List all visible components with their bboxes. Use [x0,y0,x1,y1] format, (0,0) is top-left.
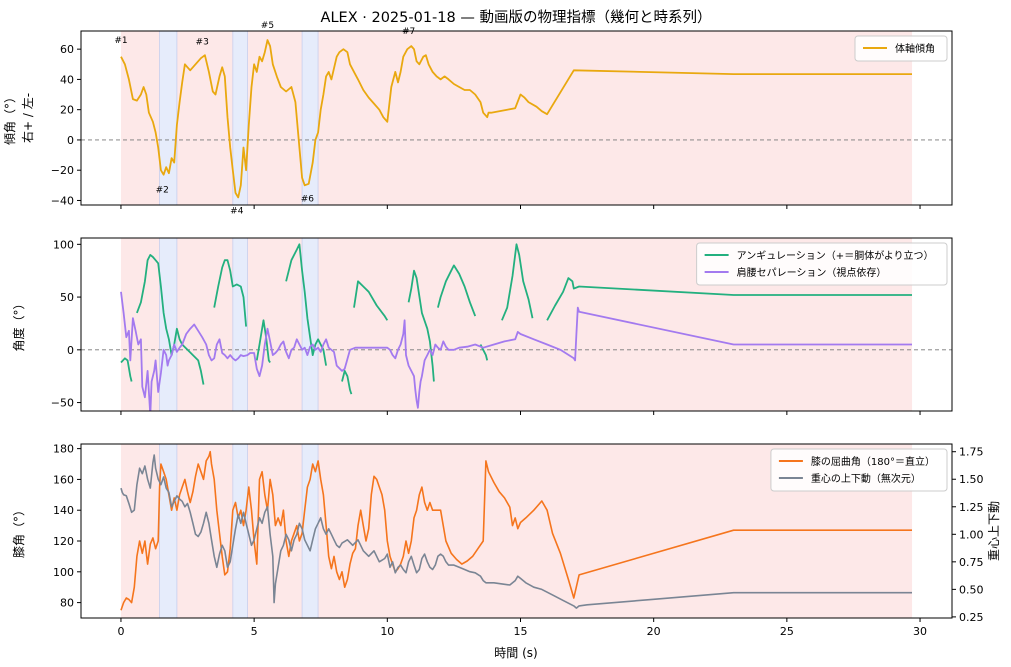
highlight-span-1 [159,237,178,412]
y2-tick-label: 1.25 [959,501,984,514]
series-line-2 [120,454,912,609]
y2-tick-label: 0.75 [959,556,984,569]
x-axis-label: 時間 (s) [494,646,537,660]
series-line-1-seg12 [546,277,912,321]
y-tick-label: 60 [60,43,74,56]
event-annotation: #7 [402,27,415,37]
legend-label: 肩腰セパレーション（視点依存） [737,266,887,279]
y-tick-label: 50 [60,291,74,304]
panel-2: −50 0 50 100 角度（°） アンギュレーション（+＝胴体がより立つ） 肩腰セパレー… [11,237,953,415]
y-tick-label: 160 [53,473,74,486]
x-tick-label: 15 [513,625,527,638]
series-group [120,39,912,199]
x-tick-label: 10 [380,625,394,638]
y-axis-label: 膝角（°） [12,504,26,558]
y-tick-label: 0 [67,134,74,147]
series-group [120,243,912,411]
x-tick-label: 25 [780,625,794,638]
series-line-1-seg3 [213,259,247,327]
y2-axis-label: 重心上下動 [987,501,1001,561]
x-tick-label: 0 [117,625,124,638]
y-tick-label: 0 [67,344,74,357]
legend: 体軸傾角 [854,35,948,62]
y-tick-label: 140 [53,504,74,517]
y-tick-label: −50 [51,397,74,410]
y-tick-label: 20 [60,104,74,117]
legend: アンギュレーション（+＝胴体がより立つ） 肩腰セパレーション（視点依存） [696,242,948,286]
legend-label: アンギュレーション（+＝胴体がより立つ） [737,249,934,262]
series-line-1-seg4 [255,319,271,363]
y-tick-label: 80 [60,597,74,610]
y-axis-label: 傾角（°） [3,91,17,145]
legend-box [854,35,948,62]
event-annotation: #2 [156,185,169,195]
legend: 膝の屈曲角（180°＝直立） 重心の上下動（無次元） [770,448,948,492]
x-tick-label: 5 [251,625,258,638]
y-tick-label: −40 [51,194,74,207]
event-annotation: #6 [301,194,315,204]
y-tick-label: 180 [53,443,74,456]
series-line-1-seg5 [285,243,327,366]
axes-frame [80,443,953,619]
axes-frame [80,30,953,206]
y-tick-label: 40 [60,73,74,86]
event-annotation: #4 [230,207,244,217]
series-line-1-seg9 [437,264,477,317]
series-line-1 [120,39,912,199]
legend-label: 体軸傾角 [895,42,935,55]
y2-tick-label: 1.75 [959,446,984,459]
panel-3: 801001201401601800.250.500.751.001.251.5… [12,443,1001,638]
x-tick-label: 20 [647,625,661,638]
y-tick-label: 100 [53,238,74,251]
highlight-span-2 [232,30,248,206]
highlight-span-1 [159,30,178,206]
legend-box [696,242,948,286]
y-tick-label: 100 [53,566,74,579]
chart-title: ALEX · 2025-01-18 — 動画版の物理指標（幾何と時系列） [321,9,712,26]
y2-tick-label: 1.00 [959,528,984,541]
event-annotation: #1 [114,36,127,46]
series-line-1-seg8 [407,269,435,382]
panel-1: −40 −20 0 20 40 60 傾角（°） 右+ / 左- #1 #2 #3 #4 #5 #6 #7 体… [3,21,953,217]
legend-label: 重心の上下動（無次元） [811,472,921,485]
x-tick-label: 30 [913,625,927,638]
session-background [120,31,913,205]
y2-tick-label: 0.25 [959,611,984,624]
y-tick-label: 120 [53,535,74,548]
y-axis-label: 右+ / 左- [20,93,35,143]
series-line-2 [120,291,912,411]
highlight-span-1 [159,443,178,619]
axes-frame [80,237,953,412]
series-group [120,450,912,611]
series-line-1-seg2 [136,253,205,385]
series-line-1-seg11 [501,243,534,321]
event-annotation: #3 [196,38,209,48]
y2-tick-label: 1.50 [959,473,984,486]
y-tick-label: −20 [51,164,74,177]
legend-label: 膝の屈曲角（180°＝直立） [811,455,935,468]
chart-panels: −40 −20 0 20 40 60 傾角（°） 右+ / 左- #1 #2 #3 #4 #5 #6 #7 体… [3,21,1001,638]
series-line-1 [120,450,912,611]
event-annotation: #5 [261,21,274,31]
series-line-1-seg7 [353,280,389,321]
highlight-span-3 [301,237,319,412]
legend-box [770,448,948,492]
y2-tick-label: 0.50 [959,583,984,596]
series-line-1-seg6 [341,369,353,395]
series-line-1-seg1 [120,357,133,382]
y-axis-label: 角度（°） [11,297,26,351]
